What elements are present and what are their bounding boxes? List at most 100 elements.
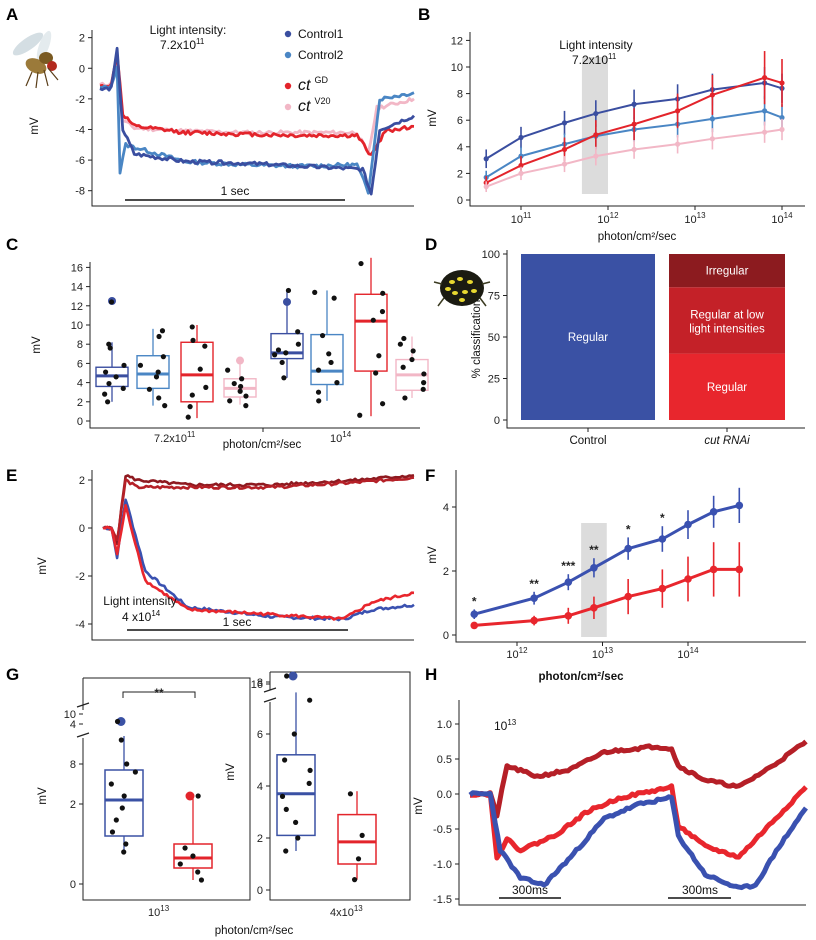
y-tick-label: 6 (77, 358, 83, 370)
scalebar-1-label: 300ms (512, 883, 548, 897)
jitter-point (319, 332, 326, 339)
box-outlier (288, 671, 298, 681)
box-body (136, 355, 170, 390)
jitter-point (190, 337, 196, 343)
jitter-point (225, 367, 231, 373)
y-tick-label: 10 (71, 320, 83, 332)
jitter-point (295, 341, 301, 347)
jitter-point (106, 341, 112, 347)
data-point (518, 134, 524, 141)
box-body (310, 333, 344, 386)
y-tick-label: 100 (482, 249, 500, 261)
y-tick-label: 0 (79, 523, 85, 535)
jitter-point (203, 384, 209, 390)
legend-swatch (284, 103, 292, 111)
jitter-point (182, 845, 188, 851)
light-intensity-label: Light intensity: (150, 23, 227, 37)
trace-dark-red-2 (102, 476, 415, 542)
y-axis-label: mV (427, 546, 439, 564)
group-label-1: 7.2x1011 (154, 430, 196, 445)
jitter-point (121, 362, 127, 368)
trace-red (469, 783, 808, 861)
beetle-spot (471, 289, 477, 293)
box-body (104, 769, 144, 837)
jitter-point (272, 352, 278, 358)
y-tick-label: -2 (75, 94, 85, 106)
box-outlier (283, 297, 291, 306)
legend-swatch (284, 51, 292, 59)
jitter-point (328, 359, 334, 366)
y-axis-label: mV (225, 763, 237, 781)
beetle-body (440, 270, 484, 306)
trace-red (102, 504, 415, 621)
data-point (779, 126, 785, 133)
data-point (564, 612, 573, 620)
jitter-point (370, 317, 376, 323)
y-tick-label: -1.0 (433, 859, 452, 871)
jitter-point (312, 289, 318, 295)
bar-segment (669, 353, 785, 420)
bar-segment-label: Regular (568, 332, 608, 344)
y-tick-label: 0 (443, 630, 449, 642)
jitter-point (400, 364, 406, 370)
jitter-point (238, 383, 244, 390)
x-tick-label: Control (569, 435, 606, 447)
data-point (530, 594, 538, 602)
y-tick-label: 10 (64, 709, 76, 721)
y-axis-label: mV (37, 557, 49, 575)
jitter-point (347, 791, 354, 797)
bar-segment (669, 254, 785, 288)
y-tick-label: -2 (75, 571, 85, 583)
y-tick-label: 4 (443, 502, 449, 514)
jitter-point (283, 350, 289, 356)
y-tick-label: 2 (443, 566, 449, 578)
jitter-point (357, 412, 363, 418)
jitter-point (243, 393, 249, 399)
beetle-spot (459, 298, 465, 302)
axis-frame-left (82, 677, 251, 901)
jitter-point (159, 328, 166, 334)
jitter-point (355, 856, 362, 862)
jitter-point (306, 780, 312, 787)
significance-marker: ** (154, 686, 164, 700)
jitter-point (187, 404, 193, 410)
highlight-band (581, 57, 608, 194)
x-tick-label: cut RNAi (704, 435, 750, 447)
y-tick-label: 6 (257, 729, 263, 741)
jitter-point (105, 399, 111, 405)
axis-frame (469, 32, 805, 207)
x-tick-label: 1012 (597, 211, 619, 226)
trace-ctV20 (99, 59, 415, 154)
data-point (709, 92, 716, 98)
y-tick-label: 4 (457, 142, 463, 154)
trace-ctGD (99, 52, 415, 156)
data-point (561, 161, 568, 167)
fly-eye (47, 61, 57, 71)
light-intensity-value: 7.2x1011 (572, 52, 617, 67)
data-point (483, 156, 489, 162)
y-tick-label: 12 (71, 301, 83, 313)
jitter-point (410, 348, 416, 354)
box-body (354, 293, 388, 372)
trace-Control1 (99, 46, 416, 196)
axis-frame (91, 470, 414, 641)
y-tick-label: -0.5 (433, 824, 452, 836)
data-point (709, 136, 716, 142)
jitter-point (295, 835, 301, 841)
y-tick-label: 0 (457, 195, 463, 207)
panel-label-F: F (425, 466, 435, 485)
jitter-point (109, 829, 116, 835)
light-intensity-value: 7.2x1011 (160, 37, 205, 52)
jitter-point (162, 403, 168, 409)
panel-label-D: D (425, 235, 437, 254)
jitter-point (120, 385, 126, 391)
data-point (624, 592, 632, 601)
jitter-point (409, 356, 415, 363)
jitter-point (102, 391, 108, 397)
light-intensity-label: Light intensity (103, 594, 176, 608)
y-tick-label: -4 (75, 124, 85, 136)
legend-label: ct V20 (298, 96, 330, 115)
jitter-point (195, 793, 201, 799)
